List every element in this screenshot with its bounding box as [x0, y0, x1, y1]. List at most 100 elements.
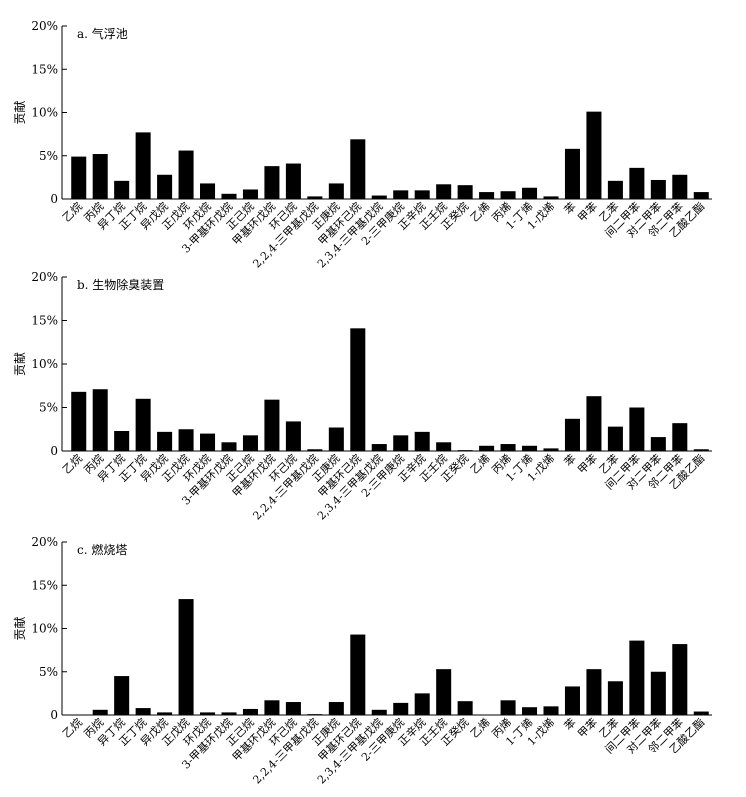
- bar: [672, 644, 688, 715]
- bar: [328, 427, 344, 451]
- bar: [157, 174, 173, 199]
- bar: [607, 180, 623, 199]
- bar: [221, 442, 237, 451]
- bar: [200, 712, 216, 715]
- bar: [285, 421, 301, 451]
- bar: [564, 148, 580, 199]
- y-tick-label: 20%: [31, 270, 58, 284]
- y-tick-label: 10%: [31, 622, 58, 636]
- bar: [564, 686, 580, 715]
- y-tick-label: 5%: [39, 149, 58, 163]
- y-axis-label: 贡献: [12, 616, 27, 640]
- bar: [221, 712, 237, 715]
- category-label: 甲苯: [575, 451, 600, 476]
- bar: [500, 191, 516, 199]
- bar: [178, 599, 194, 715]
- y-axis-label: 贡献: [12, 352, 27, 376]
- bar: [543, 706, 559, 715]
- bar: [436, 669, 452, 715]
- bar: [242, 189, 258, 199]
- bar: [457, 185, 473, 199]
- bar: [285, 702, 301, 715]
- y-tick-label: 5%: [39, 665, 58, 679]
- bar: [543, 448, 559, 451]
- bar: [586, 111, 602, 199]
- panel-title: b. 生物除臭装置: [77, 277, 164, 292]
- bar: [436, 442, 452, 451]
- bar: [328, 702, 344, 715]
- panel-title: c. 燃烧塔: [77, 542, 127, 557]
- bar: [135, 132, 151, 199]
- bar: [307, 196, 323, 199]
- bar: [500, 444, 516, 451]
- bar: [650, 437, 666, 451]
- bar: [522, 445, 538, 451]
- chart-panel-1: 05%10%15%20%贡献a. 气浮池乙烷丙烷异丁烷正丁烷异戊烷正戊烷环戊烷3…: [12, 19, 712, 270]
- y-tick-label: 20%: [31, 535, 58, 549]
- bar: [157, 431, 173, 451]
- bar: [607, 681, 623, 715]
- bar: [650, 179, 666, 199]
- y-tick-label: 5%: [39, 401, 58, 415]
- bar: [135, 398, 151, 451]
- bar: [200, 433, 216, 451]
- bar: [522, 187, 538, 199]
- bar: [350, 328, 366, 451]
- y-tick-label: 20%: [31, 19, 58, 33]
- bar: [393, 702, 409, 715]
- bar: [393, 435, 409, 451]
- bar: [564, 418, 580, 451]
- bar: [607, 426, 623, 451]
- bar: [242, 435, 258, 451]
- category-label: 乙烯: [468, 716, 493, 741]
- bar: [672, 423, 688, 451]
- panel-title: a. 气浮池: [77, 26, 128, 41]
- bar: [350, 634, 366, 715]
- y-tick-label: 0: [50, 192, 58, 206]
- bar: [264, 700, 280, 715]
- bar: [371, 709, 387, 715]
- bar: [629, 167, 645, 199]
- y-tick-label: 0: [50, 444, 58, 458]
- bar: [114, 430, 130, 451]
- bar: [114, 180, 130, 199]
- bar: [586, 396, 602, 451]
- bar: [393, 190, 409, 199]
- y-tick-label: 15%: [31, 578, 58, 592]
- bar: [242, 708, 258, 715]
- bar: [71, 391, 87, 451]
- bar: [672, 174, 688, 199]
- chart-panel-3: 05%10%15%20%贡献c. 燃烧塔乙烷丙烷异丁烷正丁烷异戊烷正戊烷环戊烷3…: [12, 535, 712, 786]
- bar: [178, 150, 194, 199]
- bar: [414, 190, 430, 199]
- bar: [414, 693, 430, 715]
- chart-panel-2: 05%10%15%20%贡献b. 生物除臭装置乙烷丙烷异丁烷正丁烷异戊烷正戊烷环…: [12, 270, 712, 522]
- category-label: 甲苯: [575, 199, 600, 224]
- bar: [543, 196, 559, 199]
- bar: [71, 156, 87, 199]
- y-tick-label: 10%: [31, 106, 58, 120]
- category-label: 乙烷: [59, 715, 84, 740]
- bar: [307, 714, 323, 715]
- bar: [650, 671, 666, 715]
- bar: [522, 707, 538, 715]
- category-label: 乙烷: [59, 451, 84, 476]
- bar: [92, 709, 108, 715]
- y-axis-label: 贡献: [12, 100, 27, 124]
- bar: [371, 444, 387, 451]
- bar: [629, 407, 645, 451]
- bar: [693, 711, 709, 715]
- bar: [135, 708, 151, 715]
- bar: [114, 676, 130, 715]
- bar: [693, 192, 709, 199]
- category-label: 乙烯: [468, 452, 493, 477]
- bar: [371, 195, 387, 199]
- bar: [221, 193, 237, 199]
- y-tick-label: 10%: [31, 357, 58, 371]
- bar: [457, 450, 473, 451]
- bar: [350, 139, 366, 199]
- bar: [414, 431, 430, 451]
- category-label: 乙烷: [59, 199, 84, 224]
- bar: [436, 184, 452, 199]
